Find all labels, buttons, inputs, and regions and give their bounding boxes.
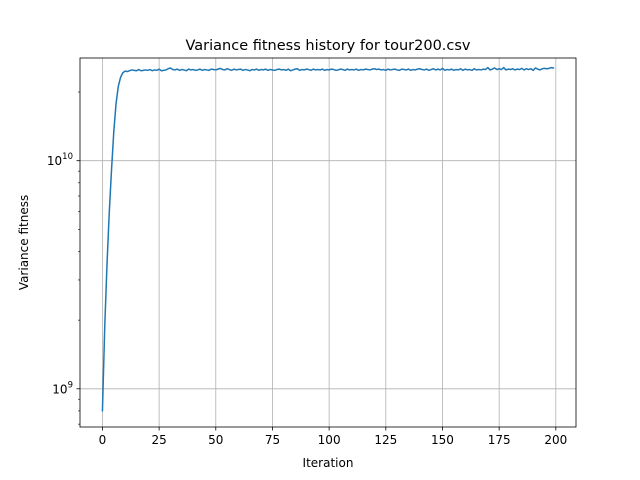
y-tick-label: 1010 — [47, 152, 73, 168]
x-tick-label: 175 — [488, 433, 511, 447]
x-tick-label: 150 — [431, 433, 454, 447]
axes-frame — [79, 57, 577, 428]
x-tick-label: 100 — [318, 433, 341, 447]
y-ticks: 109 1010 — [47, 91, 80, 425]
series-layer — [101, 66, 555, 412]
x-tick-label: 50 — [208, 433, 223, 447]
y-axis-label: Variance fitness — [17, 195, 31, 290]
x-axis-label: Iteration — [303, 456, 354, 470]
chart-title: Variance fitness history for tour200.csv — [185, 38, 470, 54]
x-tick-label: 25 — [151, 433, 166, 447]
x-tick-label: 75 — [265, 433, 280, 447]
x-ticks: 0 25 50 75 100 125 150 175 200 — [99, 427, 567, 447]
y-tick-label: 109 — [52, 380, 73, 396]
x-tick-label: 200 — [544, 433, 567, 447]
grid — [80, 58, 576, 427]
series-line — [101, 66, 555, 412]
x-tick-label: 125 — [374, 433, 397, 447]
x-tick-label: 0 — [99, 433, 107, 447]
